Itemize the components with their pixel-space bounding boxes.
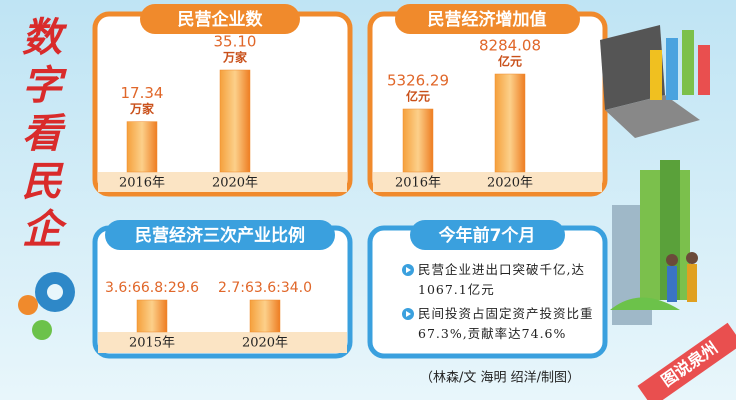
- bar: [494, 73, 526, 173]
- buildings-decoration: [610, 160, 698, 325]
- vertical-title: 数字看民企: [22, 15, 68, 253]
- unit-label: 万家: [222, 50, 248, 65]
- value-label: 8284.08: [479, 37, 541, 55]
- bar: [249, 299, 281, 333]
- x-tick-label: 2015年: [129, 336, 175, 351]
- value-label: 3.6:66.8:29.6: [105, 280, 199, 296]
- x-tick-label: 2016年: [119, 176, 165, 191]
- value-label: 5326.29: [387, 71, 449, 89]
- panel-item: 民营企业进出口突破千亿,达1067.1亿元: [418, 262, 585, 297]
- unit-label: 万家: [129, 101, 155, 116]
- value-label: 2.7:63.6:34.0: [218, 280, 312, 296]
- bar: [136, 299, 168, 333]
- chart-title: 民营经济增加值: [428, 9, 547, 30]
- bar: [402, 108, 434, 173]
- panel-title: 今年前7个月: [439, 225, 536, 246]
- chart-title: 民营企业数: [178, 9, 264, 30]
- gears-decoration: [18, 272, 75, 340]
- bar: [219, 69, 251, 173]
- credit: （林森/文 海明 绍洋/制图）: [420, 371, 580, 386]
- card: 今年前7个月: [367, 220, 608, 359]
- chart-title: 民营经济三次产业比例: [135, 225, 305, 246]
- laptop-decoration: [600, 25, 710, 138]
- bar: [126, 121, 158, 173]
- panel-item: 民间投资占固定资产投资比重67.3%,贡献率达74.6%: [418, 306, 594, 341]
- unit-label: 亿元: [498, 54, 522, 69]
- unit-label: 亿元: [406, 88, 430, 103]
- x-tick-label: 2016年: [395, 176, 441, 191]
- value-label: 17.34: [121, 84, 164, 102]
- value-label: 35.10: [214, 33, 257, 51]
- x-tick-label: 2020年: [487, 176, 533, 191]
- x-tick-label: 2020年: [212, 176, 258, 191]
- x-tick-label: 2020年: [242, 336, 288, 351]
